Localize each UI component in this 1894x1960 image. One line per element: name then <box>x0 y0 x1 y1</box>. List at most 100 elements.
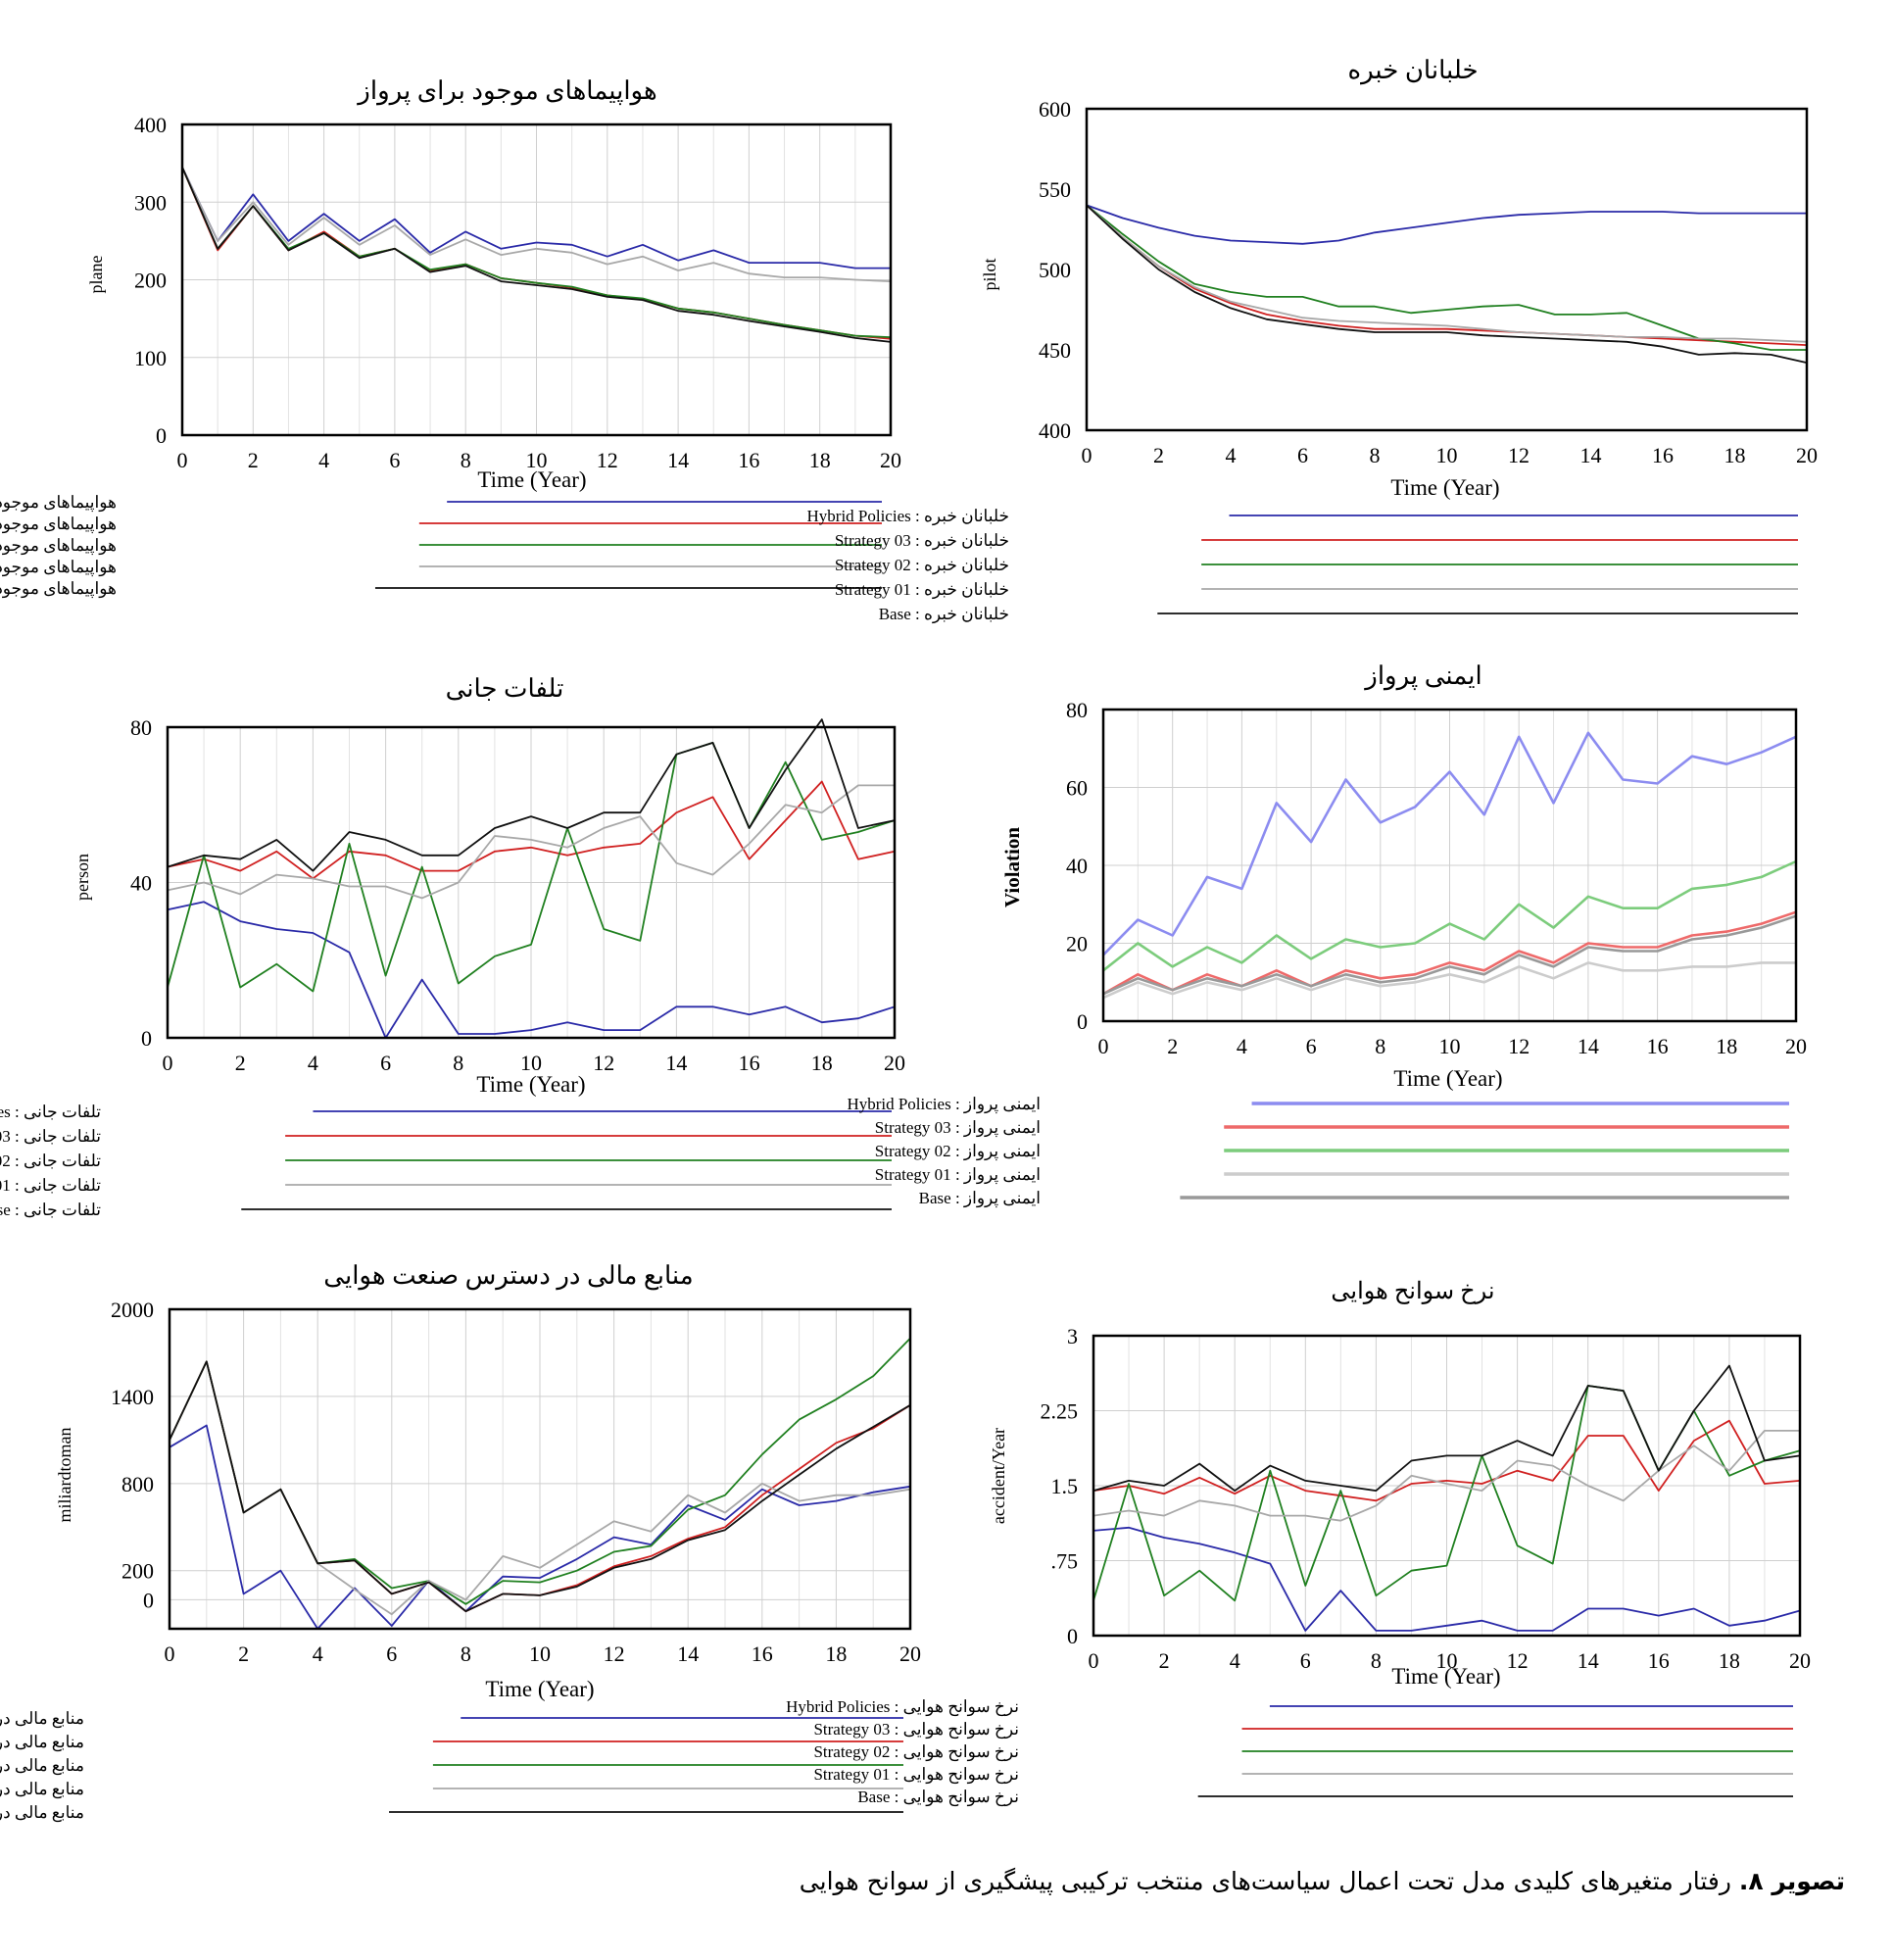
x-tick-label: 4 <box>318 448 329 472</box>
y-tick-label: 200 <box>134 269 167 293</box>
x-tick-label: 20 <box>1796 443 1818 467</box>
y-tick-label: 0 <box>141 1026 152 1051</box>
series-line-4 <box>167 784 895 900</box>
x-tick-label: 12 <box>1508 443 1530 467</box>
x-tick-label: 6 <box>380 1051 391 1075</box>
x-tick-label: 16 <box>1647 1034 1669 1058</box>
series-line-1 <box>1086 204 1807 245</box>
y-tick-label: 80 <box>1066 698 1088 722</box>
x-tick-label: 18 <box>825 1642 847 1666</box>
x-tick-label: 0 <box>165 1642 175 1666</box>
chart-title: منابع مالی در دسترس صنعت هوایی <box>323 1261 693 1291</box>
plot-frame <box>1092 1334 1802 1638</box>
x-tick-label: 16 <box>738 448 759 472</box>
y-tick-label: 60 <box>1066 776 1088 801</box>
x-tick-label: 8 <box>1371 1648 1382 1673</box>
chart-1: 0 2 4 6 8 10 12 14 16 18 200100200300400هواپیماهای… <box>0 76 901 599</box>
series-line-5 <box>1086 204 1808 364</box>
y-tick-label: 200 <box>121 1559 154 1584</box>
x-tick-label: 4 <box>313 1642 323 1666</box>
x-axis-label: Time (Year) <box>1391 1664 1500 1689</box>
y-tick-label: 100 <box>134 346 167 370</box>
x-axis-label: Time (Year) <box>476 1072 585 1097</box>
series-line-4 <box>181 167 892 282</box>
y-tick-label: 800 <box>121 1472 154 1496</box>
y-tick-label: 450 <box>1039 338 1071 363</box>
legend-entry-label: ایمنی پرواز : Strategy 02 <box>875 1142 1041 1161</box>
chart-title: خلبانان خبره <box>1347 56 1478 85</box>
legend-entry-label: منابع مالی در دسترس صنعت هوایی : Base <box>0 1803 84 1823</box>
x-tick-label: 4 <box>1226 443 1237 467</box>
series-line-1 <box>1102 731 1797 956</box>
series-line-2 <box>167 780 896 880</box>
x-tick-label: 2 <box>1159 1648 1170 1673</box>
legend-entry-label: هواپیماهای موجود برای پرواز : Strategy 0… <box>0 514 117 534</box>
chart-title: نرخ سوانح هوایی <box>1331 1279 1494 1304</box>
y-tick-label: 0 <box>1077 1009 1088 1034</box>
y-axis-label: person <box>73 854 92 901</box>
y-axis-label: pilot <box>980 258 999 290</box>
x-tick-label: 8 <box>461 1642 471 1666</box>
series-line-5 <box>1102 914 1797 996</box>
x-tick-label: 14 <box>1580 443 1602 467</box>
x-axis-label: Time (Year) <box>1390 475 1499 500</box>
y-tick-label: 2000 <box>111 1298 154 1322</box>
x-tick-label: 16 <box>1648 1648 1670 1673</box>
x-tick-label: 14 <box>1578 1648 1599 1673</box>
legend-entry-label: منابع مالی در دسترس صنعت هوایی : Hybrid … <box>0 1709 84 1729</box>
y-tick-label: 550 <box>1039 177 1071 202</box>
x-tick-label: 2 <box>235 1051 246 1075</box>
series-line-3 <box>167 742 896 993</box>
series-line-1 <box>167 901 896 1039</box>
x-tick-label: 14 <box>665 1051 687 1075</box>
chart-title: تلفات جانی <box>446 674 564 703</box>
legend-entry-label: ایمنی پرواز : Hybrid Policies <box>847 1095 1041 1114</box>
plot-frame <box>166 725 897 1040</box>
plot-frame <box>1101 708 1798 1023</box>
legend-entry-label: نرخ سوانح هوایی : Strategy 01 <box>813 1765 1019 1785</box>
series-line-5 <box>169 1360 911 1613</box>
y-tick-label: 400 <box>1039 418 1071 443</box>
y-tick-label: 1400 <box>111 1385 154 1409</box>
chart-2: 0 2 4 6 8 10 12 14 16 18 20 400 450 500 550 600 خلبانان … <box>807 56 1819 624</box>
x-tick-label: 2 <box>1153 443 1164 467</box>
y-tick-label: 0 <box>1067 1624 1078 1648</box>
y-tick-label: 0 <box>143 1588 154 1612</box>
x-tick-label: 10 <box>526 448 548 472</box>
x-tick-label: 12 <box>593 1051 614 1075</box>
plot-frame <box>180 122 893 437</box>
legend-entry-label: هواپیماهای موجود برای پرواز : Base <box>0 579 117 599</box>
legend-entry-label: نرخ سوانح هوایی : Hybrid Policies <box>786 1697 1019 1717</box>
y-tick-label: 80 <box>130 715 152 740</box>
x-tick-label: 6 <box>1297 443 1308 467</box>
series-line-1 <box>1093 1526 1801 1632</box>
chart-title: ایمنی پرواز <box>1363 662 1481 691</box>
legend-entry-label: ایمنی پرواز : Strategy 03 <box>875 1118 1041 1138</box>
legend-entry-label: منابع مالی در دسترس صنعت هوایی : Strateg… <box>0 1756 84 1776</box>
series-line-2 <box>1086 204 1808 346</box>
x-tick-label: 6 <box>386 1642 397 1666</box>
x-tick-label: 12 <box>604 1642 625 1666</box>
x-axis-label: Time (Year) <box>485 1677 594 1701</box>
x-tick-label: 14 <box>677 1642 699 1666</box>
y-tick-label: 400 <box>134 113 167 137</box>
legend-entry-label: تلفات جانی : Strategy 02 <box>0 1152 101 1170</box>
y-tick-label: 20 <box>1066 932 1088 956</box>
legend-entry-label: منابع مالی در دسترس صنعت هوایی : Strateg… <box>0 1780 84 1799</box>
legend-entry-label: تلفات جانی : Hybrid Policies <box>0 1102 101 1121</box>
legend-entry-label: خلبانان خبره : Strategy 01 <box>835 580 1009 600</box>
x-tick-label: 12 <box>597 448 618 472</box>
y-axis-label: miliardtoman <box>55 1428 74 1523</box>
series-line-4 <box>1086 204 1808 343</box>
x-tick-label: 10 <box>520 1051 542 1075</box>
x-tick-label: 20 <box>880 448 901 472</box>
x-tick-label: 2 <box>248 448 259 472</box>
series-line-3 <box>1102 859 1797 972</box>
series-line-5 <box>181 167 892 343</box>
x-tick-label: 20 <box>1789 1648 1811 1673</box>
series-line-3 <box>181 167 892 338</box>
legend-entry-label: خلبانان خبره : Base <box>879 605 1009 624</box>
x-tick-label: 12 <box>1508 1034 1530 1058</box>
